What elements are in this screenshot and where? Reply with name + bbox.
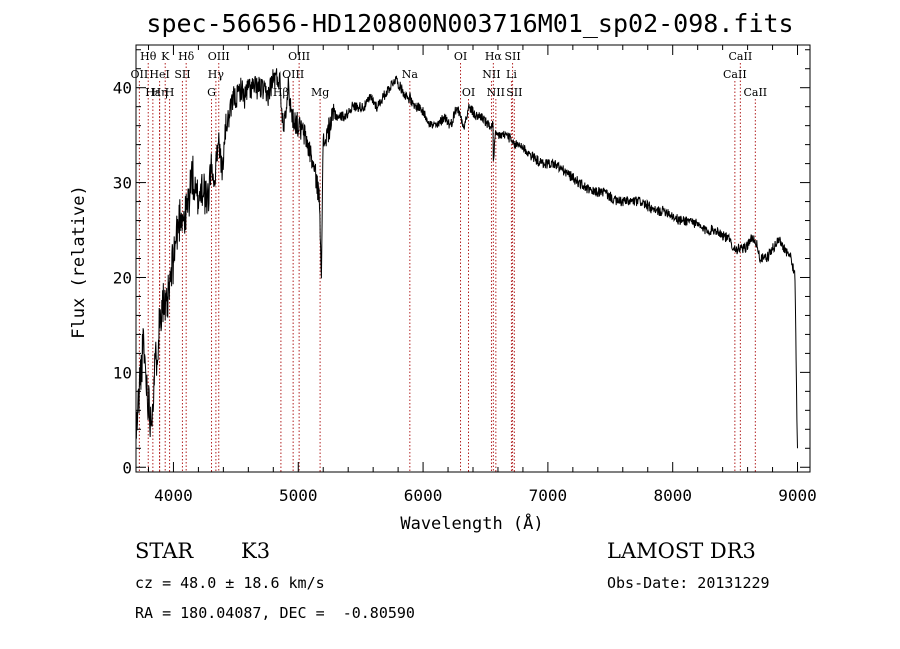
spectral-line-markers: [138, 63, 756, 472]
spectral-line-label: Na: [402, 68, 419, 81]
axes: 4000 5000 6000 7000 8000 9000 0 10 20 30 40: [113, 45, 817, 505]
spectral-line-label: CaII: [723, 68, 747, 81]
spectral-line-label: OIII: [288, 50, 310, 63]
x-tick-label: 5000: [279, 486, 318, 505]
spectral-line-label: Hθ: [140, 50, 157, 63]
spectral-line-label: OI: [462, 86, 475, 99]
spectral-line-label: SII: [504, 50, 520, 63]
chart-title: spec-56656-HD120800N003716M01_sp02-098.f…: [146, 9, 793, 38]
spectral-line-label: OII: [131, 68, 149, 81]
y-tick-label: 30: [113, 174, 132, 193]
x-tick-label: 6000: [404, 486, 443, 505]
y-tick-label: 10: [113, 363, 132, 382]
spectral-line-label: CaII: [729, 50, 753, 63]
x-tick-label: 7000: [529, 486, 568, 505]
x-tick-label: 4000: [154, 486, 193, 505]
observation-date: Obs-Date: 20131229: [607, 574, 770, 592]
y-tick-label: 20: [113, 268, 132, 287]
spectral-line-label: Hη: [151, 86, 167, 99]
spectral-line-label: HeI: [149, 68, 169, 81]
spectrum-line: [135, 68, 798, 449]
spectral-line-label: OIII: [208, 50, 230, 63]
spectral-line-label: Hδ: [178, 50, 195, 63]
spectrum-series: [135, 68, 798, 449]
spectral-line-label: H: [165, 86, 175, 99]
y-tick-label: 40: [113, 79, 132, 98]
spectral-line-label: Mg: [311, 86, 329, 99]
y-axis-label: Flux (relative): [69, 185, 89, 339]
x-tick-label: 8000: [653, 486, 692, 505]
spectral-line-label: SII: [174, 68, 190, 81]
spectral-line-label: OI: [454, 50, 467, 63]
survey-name: LAMOST DR3: [607, 539, 756, 563]
object-class: STAR: [135, 539, 194, 563]
object-subclass: K3: [241, 539, 271, 563]
spectral-line-label: OIII: [282, 68, 304, 81]
spectral-line-label: Hε: [145, 86, 161, 99]
spectral-line-label: SII: [506, 86, 522, 99]
y-tick-label: 0: [122, 458, 132, 477]
spectral-line-label: K: [161, 50, 170, 63]
spectral-line-label: NII: [482, 68, 500, 81]
x-tick-label: 9000: [778, 486, 817, 505]
spectral-line-label: Hγ: [208, 68, 225, 81]
spectral-line-label: Hβ: [273, 86, 289, 99]
spectral-line-label: G: [207, 86, 216, 99]
spectral-line-labels: Hθ OII Hε K HeI Hη Hδ SII H OIII Hγ G OIII OIII Hβ Mg Na…: [131, 50, 768, 99]
x-axis-label: Wavelength (Å): [400, 512, 543, 534]
redshift-cz: cz = 48.0 ± 18.6 km/s: [135, 574, 325, 592]
spectral-line-label: NII: [487, 86, 505, 99]
coordinates: RA = 180.04087, DEC = -0.80590: [135, 604, 415, 622]
spectral-line-label: CaII: [743, 86, 767, 99]
spectral-line-label: Hα: [485, 50, 503, 63]
spectral-line-label: Li: [506, 68, 517, 81]
